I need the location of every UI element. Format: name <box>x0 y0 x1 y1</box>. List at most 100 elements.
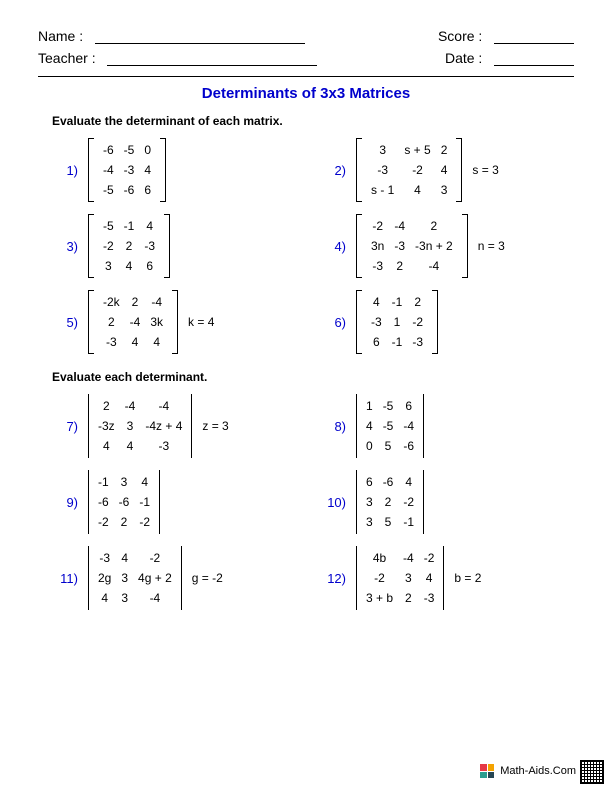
matrix-cell: -1 <box>387 332 408 352</box>
matrix-cell: 3 <box>366 140 399 160</box>
matrix-cell: 1 <box>387 312 408 332</box>
bracket-left <box>356 290 362 354</box>
matrix-cell: 2 <box>125 292 146 312</box>
matrix-table: -6-50-4-34-5-66 <box>98 140 156 200</box>
problem-number: 5) <box>52 315 78 330</box>
problem-number: 12) <box>320 571 346 586</box>
matrix: -2k2-42-43k-344 <box>88 290 178 354</box>
matrix: 4b-4-2-2343 + b2-3 <box>356 546 444 610</box>
matrix-cell: -4 <box>140 396 187 416</box>
matrix-table: 6-6432-235-1 <box>361 472 419 532</box>
score-line <box>494 43 574 44</box>
matrix-cell: 4 <box>419 568 440 588</box>
matrix-cell: -3n + 2 <box>410 236 458 256</box>
matrix: 4-12-31-26-1-3 <box>356 290 438 354</box>
matrix: 2-4-4-3z3-4z + 444-3 <box>88 394 192 458</box>
problem: 3)-5-14-22-3346 <box>38 214 306 278</box>
matrix-cell: 2 <box>119 236 140 256</box>
matrix-cell: -5 <box>98 180 119 200</box>
bracket-left <box>88 290 94 354</box>
matrix-cell: 6 <box>361 472 378 492</box>
matrix-cell: 0 <box>361 436 378 456</box>
matrix-table: -5-14-22-3346 <box>98 216 160 276</box>
matrix-cell: -3 <box>98 332 125 352</box>
matrix-cell: -3 <box>119 160 140 180</box>
matrix-cell: 2 <box>407 292 428 312</box>
matrix-cell: -3 <box>140 436 187 456</box>
matrix-cell: 2g <box>93 568 116 588</box>
matrix: 6-6432-235-1 <box>356 470 424 534</box>
header-row-1: Name : Score : <box>38 28 574 44</box>
matrix-cell: 4 <box>116 548 133 568</box>
bracket-left <box>88 138 94 202</box>
matrix-cell: -5 <box>119 140 140 160</box>
matrix-cell: 4 <box>366 292 387 312</box>
matrix-cell: 4 <box>398 472 419 492</box>
problem-number: 2) <box>320 163 346 178</box>
matrix-cell: 2 <box>378 492 399 512</box>
worksheet-page: Name : Score : Teacher : Date : Determin… <box>0 0 612 642</box>
matrix-cell: 4 <box>93 436 120 456</box>
matrix-cell: -3 <box>366 312 387 332</box>
det-bar-left <box>356 394 357 458</box>
matrix-cell: 1 <box>361 396 378 416</box>
matrix-cell: -1 <box>134 492 155 512</box>
matrix-cell: -1 <box>387 292 408 312</box>
condition: b = 2 <box>454 571 481 585</box>
matrix-cell: -5 <box>378 416 399 436</box>
matrix-cell: 3 <box>361 492 378 512</box>
problem-number: 4) <box>320 239 346 254</box>
matrix-cell: 2 <box>114 512 135 532</box>
matrix-cell: 3 <box>436 180 453 200</box>
matrix-table: 2-4-4-3z3-4z + 444-3 <box>93 396 187 456</box>
matrix-cell: -1 <box>398 512 419 532</box>
matrix-cell: -6 <box>378 472 399 492</box>
bracket-right <box>172 290 178 354</box>
matrix-cell: 2 <box>410 216 458 236</box>
problem: 10)6-6432-235-1 <box>306 470 574 534</box>
problem: 7)2-4-4-3z3-4z + 444-3z = 3 <box>38 394 306 458</box>
matrix-cell: -2 <box>361 568 398 588</box>
matrix-table: 4-12-31-26-1-3 <box>366 292 428 352</box>
matrix-table: -34-22g34g + 243-4 <box>93 548 177 608</box>
name-line <box>95 43 305 44</box>
matrix-cell: -4 <box>398 416 419 436</box>
matrix-cell: -3 <box>93 548 116 568</box>
matrix-cell: -2 <box>133 548 177 568</box>
matrix-cell: -3 <box>139 236 160 256</box>
det-bar-left <box>88 546 89 610</box>
matrix-cell: -2 <box>398 492 419 512</box>
bracket-left <box>88 214 94 278</box>
bracket-right <box>160 138 166 202</box>
matrix-cell: 4 <box>145 332 168 352</box>
header-rule <box>38 76 574 77</box>
det-bar-right <box>191 394 192 458</box>
det-bar-right <box>443 546 444 610</box>
problem: 8)1-564-5-405-6 <box>306 394 574 458</box>
matrix-cell: 3k <box>145 312 168 332</box>
score-label: Score : <box>438 28 494 44</box>
problem: 5)-2k2-42-43k-344k = 4 <box>38 290 306 354</box>
det-bar-right <box>423 394 424 458</box>
det-bar-right <box>423 470 424 534</box>
matrix-cell: -4 <box>398 548 419 568</box>
condition: n = 3 <box>478 239 505 253</box>
matrix-cell: -2k <box>98 292 125 312</box>
bracket-right <box>462 214 468 278</box>
matrix-cell: -6 <box>114 492 135 512</box>
matrix-cell: 4 <box>93 588 116 608</box>
matrix-cell: -6 <box>398 436 419 456</box>
matrix-cell: 3 <box>116 588 133 608</box>
section-2-heading: Evaluate each determinant. <box>52 370 574 384</box>
matrix-cell: -3 <box>366 256 389 276</box>
bracket-left <box>356 214 362 278</box>
matrix-cell: -6 <box>98 140 119 160</box>
condition: z = 3 <box>202 419 228 433</box>
matrix-cell: -2 <box>407 312 428 332</box>
date-field: Date : <box>445 50 574 66</box>
problem: 1)-6-50-4-34-5-66 <box>38 138 306 202</box>
matrix-cell: -4 <box>410 256 458 276</box>
matrix-cell: 3 <box>398 568 419 588</box>
matrix-cell: -3z <box>93 416 120 436</box>
matrix-cell: 4g + 2 <box>133 568 177 588</box>
